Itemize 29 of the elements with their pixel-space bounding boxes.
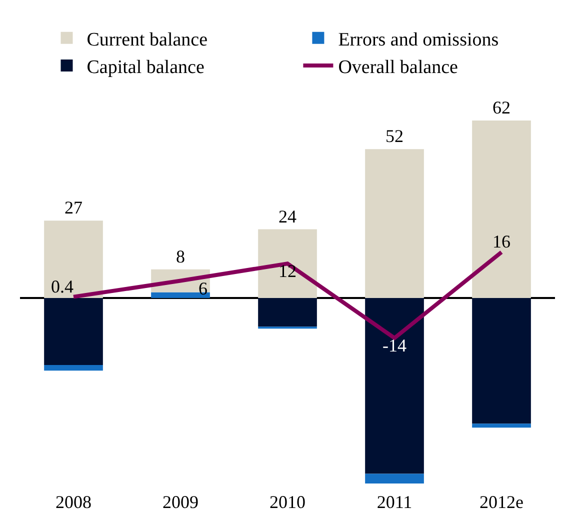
data-label: 27 [64,198,83,218]
legend-label: Capital balance [86,56,204,78]
bar [365,474,424,484]
bar [472,424,531,428]
x-tick-label: 2012e [480,492,524,512]
bar [365,149,424,298]
data-label: 8 [176,246,185,266]
x-tick-label: 2011 [376,492,412,512]
bar [365,298,424,474]
data-label: 0.4 [51,276,74,296]
data-label: 16 [492,232,510,252]
bar [472,298,531,424]
x-tick-label: 2010 [270,492,306,512]
x-tick-label: 2008 [56,492,92,512]
data-label: 62 [492,97,511,118]
x-tick-label: 2009 [162,492,198,512]
bar [44,364,103,371]
bar [44,220,103,298]
data-label: -14 [382,336,406,356]
legend-label: Overall balance [338,56,458,78]
legend-label: Current balance [86,29,208,50]
bar [44,298,103,365]
data-label: 52 [386,126,404,146]
data-label: 12 [278,261,296,282]
bar [258,298,317,327]
bar [258,229,317,298]
legend-label: Errors and omissions [338,29,499,50]
data-label: 24 [278,206,297,226]
bar [472,120,531,298]
